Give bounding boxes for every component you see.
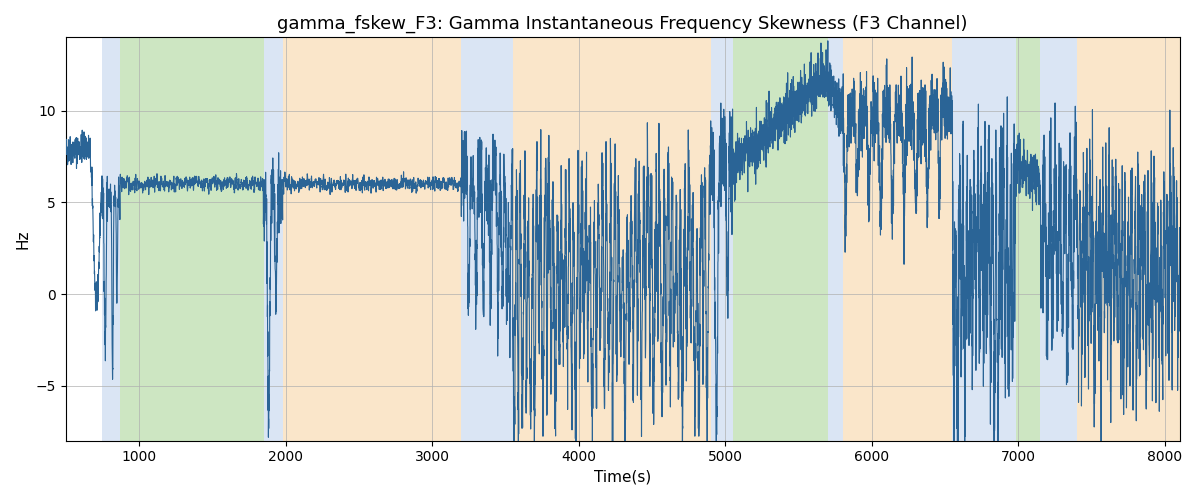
Bar [1040, 38, 1078, 440]
Bar [462, 38, 512, 440]
Bar [1015, 38, 1040, 440]
Bar [953, 38, 1015, 440]
Bar [282, 38, 462, 440]
Bar [842, 38, 953, 440]
Bar [120, 38, 264, 440]
X-axis label: Time(s): Time(s) [594, 470, 652, 485]
Bar [828, 38, 842, 440]
Bar [732, 38, 828, 440]
Bar [102, 38, 120, 440]
Bar [710, 38, 732, 440]
Title: gamma_fskew_F3: Gamma Instantaneous Frequency Skewness (F3 Channel): gamma_fskew_F3: Gamma Instantaneous Freq… [277, 15, 968, 34]
Bar [512, 38, 710, 440]
Bar [1078, 38, 1180, 440]
Bar [264, 38, 282, 440]
Y-axis label: Hz: Hz [16, 230, 30, 249]
